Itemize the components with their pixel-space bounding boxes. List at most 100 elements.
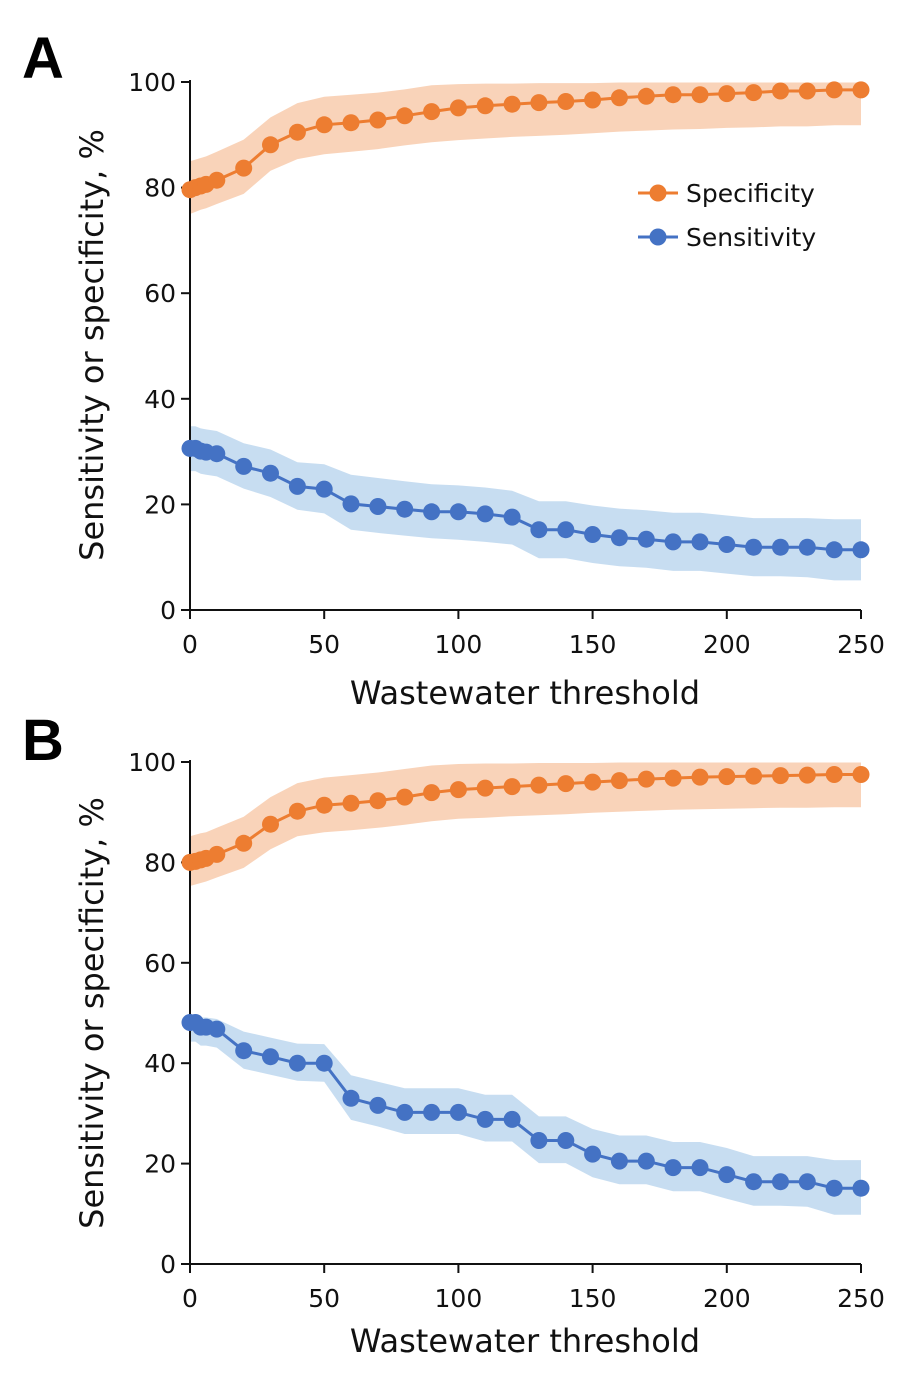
panel-b-specificity-point <box>503 778 521 796</box>
panel-b-sensitivity-point <box>852 1179 870 1197</box>
panel-a-sensitivity-point <box>798 538 816 556</box>
legend-marker-specificity <box>649 184 667 202</box>
panel-b-specificity-point <box>423 784 441 802</box>
panel-b-y-tick-label: 100 <box>128 748 176 777</box>
panel-b-y-tick-label: 20 <box>144 1150 176 1179</box>
legend-label-specificity: Specificity <box>686 179 815 208</box>
panel-b-sensitivity-point <box>610 1152 628 1170</box>
panel-b-sensitivity-point <box>315 1054 333 1072</box>
panel-a-series <box>181 81 870 559</box>
panel-a-specificity-point <box>342 114 360 132</box>
panel-b-specificity-point <box>637 770 655 788</box>
panel-b-specificity-point <box>584 773 602 791</box>
panel-b-series <box>181 766 870 1197</box>
panel-a-specificity-point <box>288 123 306 141</box>
panel-a-x-axis-title: Wastewater threshold <box>350 674 700 712</box>
panel-b-specificity-point <box>745 767 763 785</box>
panel-a-sensitivity-point <box>449 503 467 521</box>
panel-a-sensitivity-point <box>610 529 628 547</box>
panel-b-specificity-point <box>235 834 253 852</box>
panel-b-x-tick-label: 0 <box>182 1284 198 1313</box>
panel-a-specificity-point <box>396 107 414 125</box>
panel-b-specificity-ci-band <box>190 762 861 886</box>
panel-a-specificity-point <box>852 81 870 99</box>
legend: Specificity Sensitivity <box>638 179 816 252</box>
panel-a-specificity-point <box>476 97 494 115</box>
panel-a-sensitivity-point <box>369 498 387 515</box>
panel-a-specificity-point <box>530 94 548 112</box>
panel-a-y-tick-label: 100 <box>128 68 176 97</box>
panel-a-x-tick-label: 150 <box>569 630 617 659</box>
panel-b-specificity-point <box>396 788 414 806</box>
panel-b-sensitivity-point <box>342 1089 360 1107</box>
panel-b-sensitivity-point <box>664 1159 682 1177</box>
panel-b-sensitivity-point <box>584 1145 602 1163</box>
panel-a-y-tick-label: 0 <box>160 596 176 625</box>
panel-a-sensitivity-point <box>584 526 602 543</box>
panel-a-sensitivity-point <box>664 533 682 551</box>
panel-a-sensitivity-point <box>396 500 414 518</box>
panel-a-specificity-point <box>664 86 682 104</box>
panel-b-sensitivity-point <box>825 1179 843 1197</box>
panel-a-specificity-point <box>423 103 441 121</box>
panel-a-specificity-point <box>584 91 602 109</box>
panel-a-y-tick-label: 20 <box>144 490 176 519</box>
panel-b-y-tick-label: 80 <box>144 848 176 877</box>
panel-a-y-tick-label: 60 <box>144 279 176 308</box>
panel-a-specificity-point <box>610 89 628 107</box>
panel-a-sensitivity-point <box>691 533 709 551</box>
panel-b-y-axis-title: Sensitivity or specificity, % <box>73 797 111 1229</box>
panel-b-x-tick-label: 200 <box>703 1284 751 1313</box>
panel-a-specificity-point <box>208 171 226 189</box>
panel-b-sensitivity-point <box>423 1103 441 1121</box>
panel-a-specificity-point <box>745 84 763 102</box>
panel-b-sensitivity-point <box>503 1110 521 1128</box>
panel-a-specificity-point <box>772 82 789 100</box>
panel-a-y-tick-label: 40 <box>144 385 176 414</box>
panel-a-label: A <box>22 26 64 91</box>
panel-b-sensitivity-point <box>691 1159 709 1177</box>
panel-a-sensitivity-point <box>262 464 279 482</box>
panel-b-sensitivity-point <box>262 1048 279 1066</box>
panel-a-x-tick-label: 100 <box>435 630 483 659</box>
legend-label-sensitivity: Sensitivity <box>686 223 816 252</box>
panel-a-y-axis-title: Sensitivity or specificity, % <box>73 129 111 561</box>
panel-a-specificity-point <box>369 111 387 129</box>
panel-b-specificity-point <box>342 794 360 812</box>
panel-a-sensitivity-point <box>852 541 870 559</box>
panel-a-x-tick-label: 200 <box>703 630 751 659</box>
panel-b-specificity-point <box>852 766 870 783</box>
panel-b-confidence-bands <box>190 762 861 1215</box>
panel-b: B Sensitivity or specificity, % Wastewat… <box>22 708 885 1360</box>
panel-b-y-tick-label: 40 <box>144 1049 176 1078</box>
panel-a-x-tick-label: 0 <box>182 630 198 659</box>
panel-b-sensitivity-point <box>449 1103 467 1121</box>
panel-b-x-tick-label: 150 <box>569 1284 617 1313</box>
panel-a-x-tick-label: 50 <box>308 630 340 659</box>
panel-a-specificity-point <box>825 81 843 99</box>
panel-a-sensitivity-point <box>530 521 548 539</box>
panel-b-specificity-point <box>691 768 709 786</box>
legend-marker-sensitivity <box>649 228 667 246</box>
panel-b-sensitivity-point <box>637 1152 655 1170</box>
panel-b-label: B <box>22 708 64 773</box>
panel-a-specificity-point <box>718 85 736 103</box>
panel-a-sensitivity-point <box>718 536 736 553</box>
panel-a-specificity-point <box>691 86 709 104</box>
panel-b-sensitivity-point <box>396 1103 414 1121</box>
panel-a-sensitivity-point <box>772 538 789 556</box>
panel-b-axes: 0 20 40 60 80 100 0 50 100 150 200 250 <box>128 748 885 1313</box>
panel-b-sensitivity-point <box>557 1132 575 1149</box>
panel-a-specificity-point <box>262 136 279 154</box>
panel-a-specificity-point <box>637 87 655 105</box>
panel-a-sensitivity-point <box>315 480 333 498</box>
panel-a-sensitivity-point <box>288 477 306 495</box>
panel-b-specificity-point <box>664 769 682 787</box>
panel-b-sensitivity-point <box>772 1173 789 1191</box>
panel-b-specificity-point <box>476 779 494 797</box>
panel-b-sensitivity-point <box>208 1020 226 1038</box>
panel-a-sensitivity-point <box>342 495 360 513</box>
panel-b-specificity-point <box>288 802 306 820</box>
panel-a-sensitivity-point <box>423 503 441 521</box>
panel-a-sensitivity-point <box>825 541 843 559</box>
